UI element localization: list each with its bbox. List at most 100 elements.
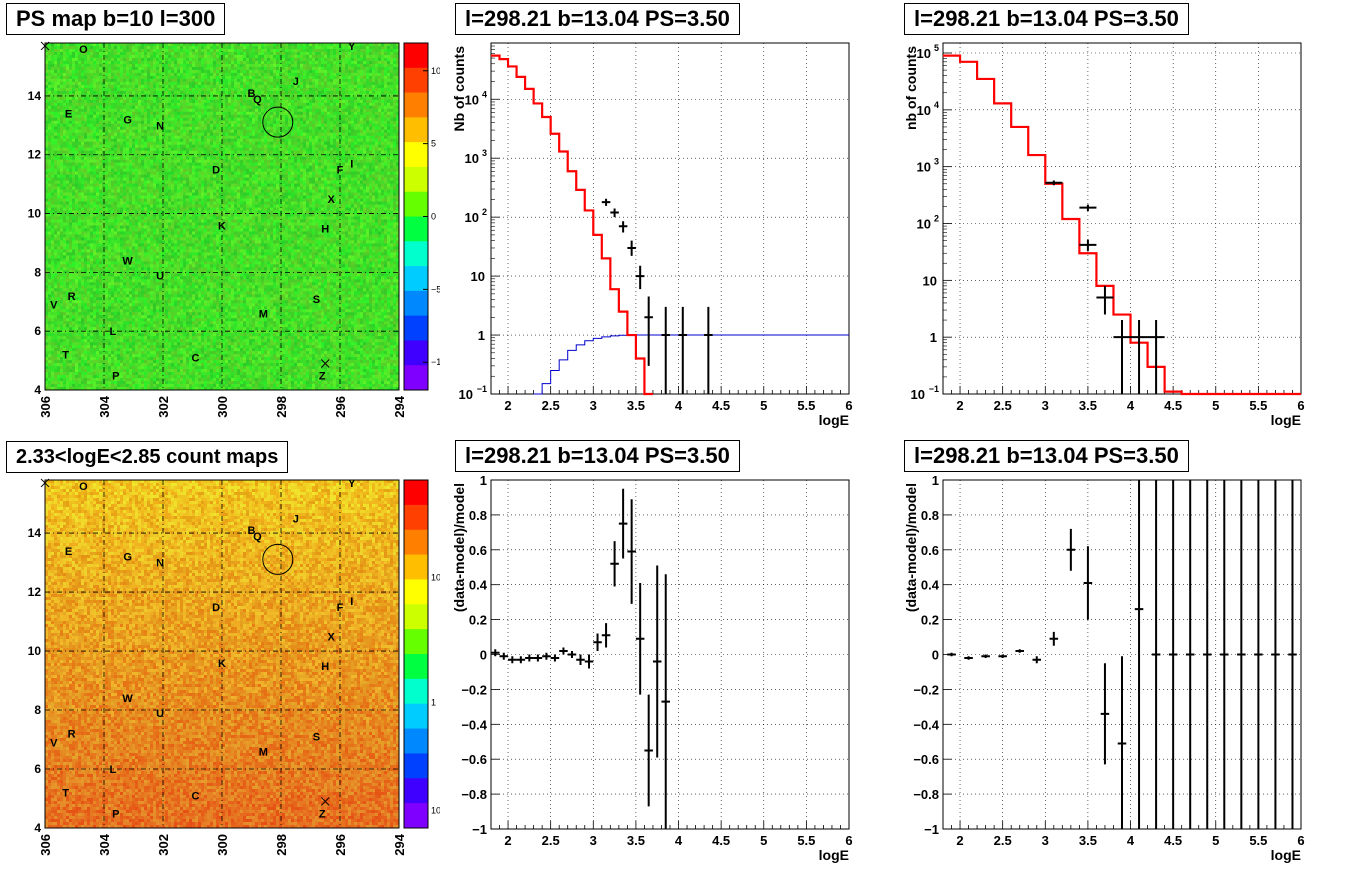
y-tick-label: 10 [911, 387, 925, 402]
data-point [644, 296, 653, 366]
y-tick-label: 1 [480, 473, 487, 488]
y-tick-label: 0 [480, 648, 487, 663]
x-tick-label: 2.5 [542, 398, 560, 413]
source-label: F [337, 164, 344, 176]
data-point [601, 198, 611, 206]
data-point [627, 240, 636, 256]
data-point [981, 654, 990, 658]
exposure-histogram [533, 334, 849, 395]
x-tick-label: 5.5 [797, 833, 815, 848]
y-tick-exponent: 3 [482, 148, 487, 158]
data-point [644, 694, 653, 807]
x-tick-label: 6 [845, 833, 852, 848]
x-tick-label: 2.5 [994, 833, 1012, 848]
map-pixels [45, 480, 400, 829]
y-axis-label: Nb of counts [451, 46, 467, 132]
source-label: V [50, 737, 58, 749]
source-label: E [65, 109, 72, 121]
y-tick-label: 10 [459, 387, 473, 402]
data-point [1015, 649, 1024, 653]
x-axis-label: logE [1271, 412, 1301, 428]
y-tick-label: 0.4 [469, 578, 488, 593]
y-tick-label: 10 [917, 103, 931, 118]
data-point [542, 652, 551, 660]
data-point [1049, 631, 1059, 646]
source-label: G [123, 114, 132, 126]
map-y-tick-label: 10 [28, 207, 42, 221]
y-tick-label: 0.8 [469, 508, 487, 523]
x-tick-label: 4.5 [712, 398, 730, 413]
source-label: N [156, 120, 164, 132]
source-label: S [313, 294, 320, 306]
data-point [576, 654, 585, 665]
y-tick-exponent: −1 [477, 384, 487, 394]
map-x-tick-label: 306 [38, 834, 53, 856]
x-tick-label: 2 [504, 833, 511, 848]
x-axis-label: logE [819, 412, 849, 428]
map-y-tick-label: 4 [34, 821, 41, 835]
model-histogram [943, 54, 1301, 396]
x-tick-label: 3.5 [1079, 833, 1097, 848]
source-label: T [62, 788, 69, 800]
data-point [661, 574, 670, 829]
x-tick-label: 5.5 [1249, 398, 1267, 413]
source-label: L [109, 326, 116, 338]
y-tick-label: 0.2 [921, 613, 939, 628]
source-cross [320, 797, 330, 806]
map-y-tick-label: 8 [34, 703, 41, 717]
model-histogram [491, 54, 653, 396]
map-y-tick-label: 12 [28, 148, 42, 162]
colorbar-tick-label: 1 [431, 698, 436, 708]
data-point [635, 265, 645, 290]
map-x-tick-label: 302 [156, 834, 171, 856]
y-tick-label: 10 [917, 160, 931, 175]
map-x-tick-label: 304 [97, 395, 112, 417]
data-point [1066, 528, 1076, 571]
map-x-tick-label: 298 [274, 834, 289, 856]
data-point [533, 654, 543, 662]
data-point [1117, 656, 1127, 829]
data-point [567, 651, 577, 658]
colorbar-tick-label: 10 [431, 806, 440, 816]
colorbar-tick-label: 5 [431, 139, 436, 149]
y-tick-label: −0.2 [913, 682, 939, 697]
y-tick-label: 0.8 [921, 508, 939, 523]
data-point [1100, 663, 1110, 765]
x-tick-label: 3 [1042, 398, 1049, 413]
y-tick-label: −0.2 [461, 682, 487, 697]
plot-frame [490, 42, 850, 395]
data-point [1168, 480, 1178, 829]
source-cross [40, 478, 50, 488]
y-tick-label: −0.4 [913, 717, 939, 732]
data-point [1096, 285, 1114, 315]
map-y-tick-label: 10 [28, 644, 42, 658]
data-point [1185, 480, 1195, 829]
data-point [559, 647, 568, 655]
source-label: C [191, 791, 199, 803]
data-point [635, 582, 645, 695]
y-tick-label: 10 [465, 210, 479, 225]
source-label: B [248, 88, 256, 100]
data-point [678, 306, 688, 394]
data-point [1254, 480, 1263, 829]
source-label: R [68, 291, 76, 303]
y-tick-exponent: 4 [482, 89, 487, 99]
data-point [584, 654, 594, 669]
x-tick-label: 3.5 [1079, 398, 1097, 413]
map-x-tick-label: 300 [215, 834, 230, 856]
source-label: D [212, 602, 220, 614]
y-tick-label: 0.6 [921, 543, 939, 558]
y-tick-label: 0.4 [921, 578, 940, 593]
x-tick-label: 5.5 [797, 398, 815, 413]
data-point [1288, 480, 1297, 829]
data-point [610, 208, 619, 218]
source-label: F [337, 602, 344, 614]
map-x-tick-label: 300 [215, 396, 230, 418]
colorbar-tick-label: −10 [431, 357, 440, 367]
source-label: U [156, 270, 164, 282]
data-point [499, 652, 509, 660]
data-point [1134, 480, 1144, 829]
